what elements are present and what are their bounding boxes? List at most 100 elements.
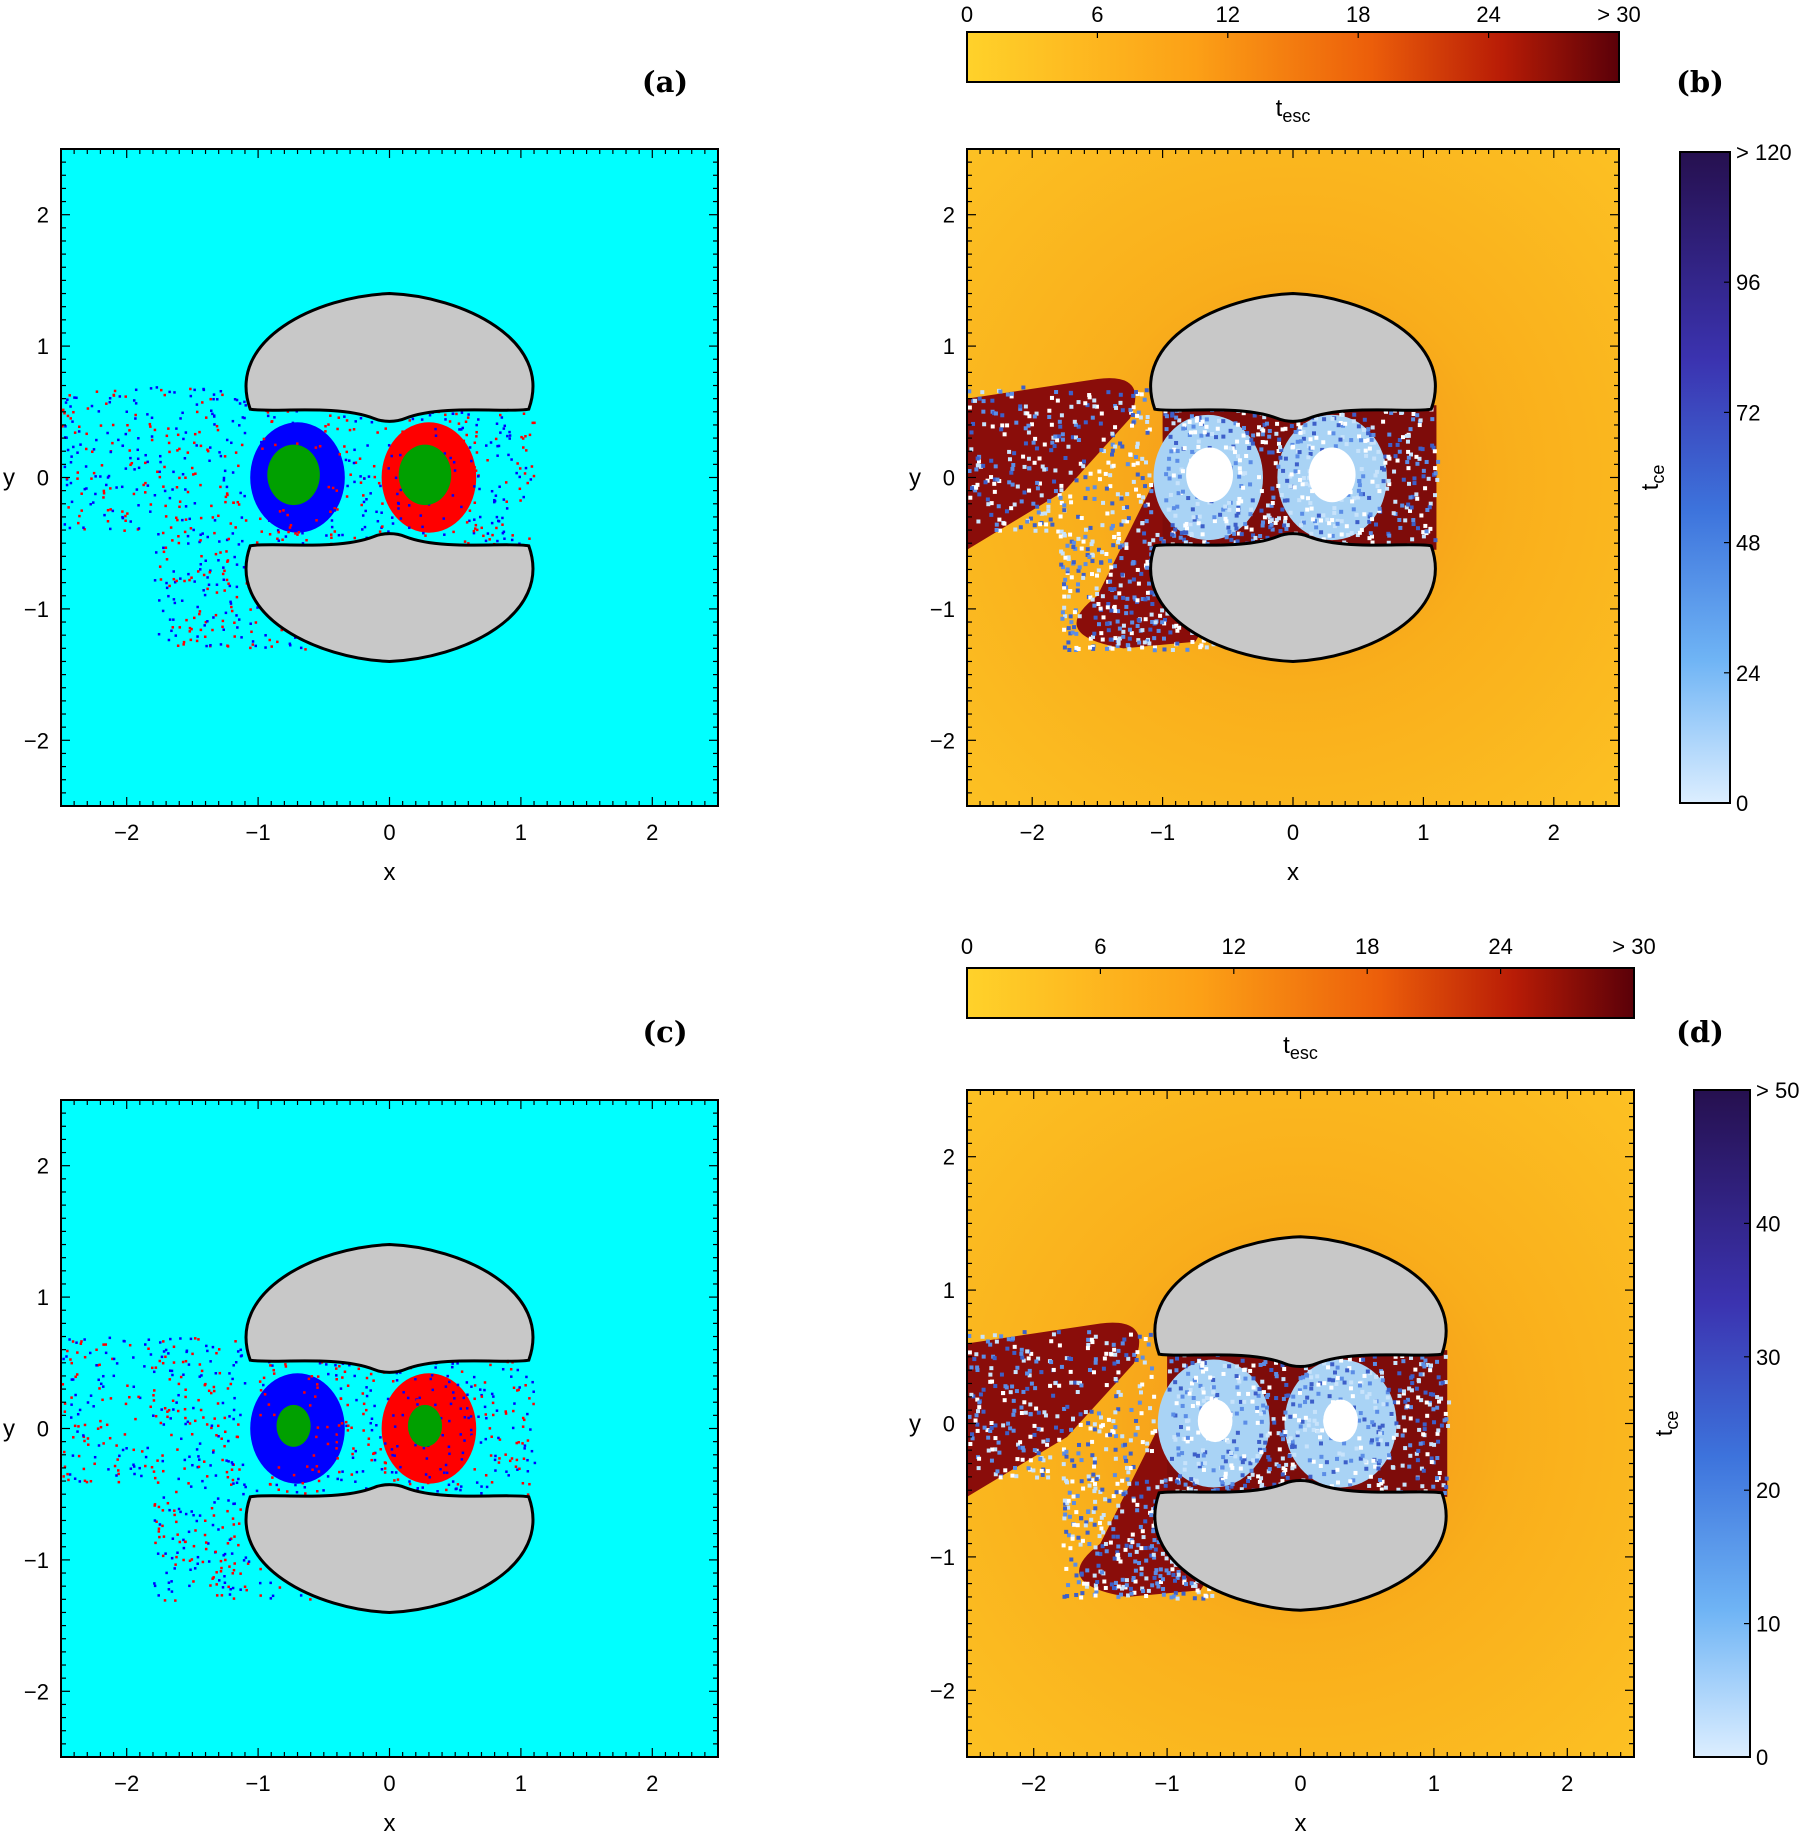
x-tick-label: −1 [1150, 820, 1175, 845]
panel-c: −2 −1 0 1 2 −2 −1 0 1 2 x y (c) [3, 1015, 719, 1833]
chaotic-tongue-left [967, 378, 1136, 550]
panel-label: (d) [1676, 1015, 1724, 1049]
x-tick-label: −2 [1021, 1771, 1046, 1796]
y-tick-label: 0 [943, 466, 955, 491]
tick-marks [966, 148, 1620, 807]
plot-area [967, 149, 1619, 806]
x-tick-label: 0 [1287, 820, 1299, 845]
y-tick-label: −2 [930, 1678, 955, 1703]
plot-area [61, 149, 718, 806]
x-tick-label: 1 [1417, 820, 1429, 845]
y-axis-label: y [909, 1411, 921, 1438]
colorbar-tesc-label: tesc [1276, 95, 1311, 126]
obstacle-lower [1153, 1479, 1448, 1612]
x-tick-label: −1 [246, 1771, 271, 1796]
colorbar-tce-tick: 0 [1756, 1745, 1768, 1770]
colorbar-tesc-label: tesc [1283, 1032, 1318, 1063]
trapped-island-right [407, 1404, 443, 1447]
x-tick-label: −2 [1020, 820, 1045, 845]
tick-marks [60, 1099, 719, 1758]
y-axis-label: y [3, 465, 15, 492]
colorbar-tce-tick: 20 [1756, 1478, 1780, 1503]
tick-marks [60, 148, 719, 807]
colorbar-tesc-tick: 0 [961, 2, 973, 27]
y-tick-label: 0 [37, 466, 49, 491]
x-tick-label: 0 [383, 1771, 395, 1796]
x-tick-label: 1 [515, 1771, 527, 1796]
colorbar-tce-tick: 40 [1756, 1211, 1780, 1236]
plot-area [967, 1090, 1634, 1757]
colorbar-tce-tick: 72 [1736, 400, 1760, 425]
plot-area [61, 1100, 718, 1757]
colorbar-tesc: 0 6 12 18 24 > 30 tesc [961, 934, 1656, 1063]
colorbar-tesc-tick: > 30 [1612, 934, 1655, 959]
colorbar-tce-tick: 24 [1736, 661, 1760, 686]
colorbar-tesc-bar [966, 31, 1620, 83]
y-axis-label: y [909, 465, 921, 492]
colorbar-tce: 0 10 20 30 40 > 50 tce [1651, 1078, 1799, 1770]
colorbar-tesc-tick: 0 [961, 934, 973, 959]
colorbar-tesc-tick: 18 [1346, 2, 1370, 27]
y-axis-label: y [3, 1416, 15, 1443]
colorbar-tce-label: tce [1637, 465, 1668, 491]
x-axis-label: x [384, 859, 396, 886]
obstacle-upper [244, 292, 535, 423]
y-tick-label: −2 [24, 1679, 49, 1704]
y-tick-label: 2 [37, 203, 49, 228]
colorbar-tesc: 0 6 12 18 24 > 30 tesc [961, 2, 1641, 126]
x-tick-label: −1 [1155, 1771, 1180, 1796]
x-axis-label: x [384, 1810, 396, 1833]
y-tick-label: 1 [37, 334, 49, 359]
x-tick-label: −2 [114, 820, 139, 845]
colorbar-tce-tick: 0 [1736, 791, 1748, 816]
panel-label: (a) [642, 65, 688, 99]
speckle-texture [61, 386, 536, 651]
tick-marks [966, 1089, 1635, 1758]
hole-left [1186, 447, 1234, 503]
colorbar-tce-bar [1693, 1089, 1751, 1758]
trapped-island-left [276, 1404, 311, 1447]
x-tick-label: 2 [1561, 1771, 1573, 1796]
hole-left [1197, 1399, 1233, 1443]
panel-label: (c) [642, 1015, 687, 1049]
obstacle-upper [1153, 1235, 1448, 1368]
y-tick-label: −2 [930, 728, 955, 753]
x-tick-label: 0 [383, 820, 395, 845]
colorbar-tce-tick: 48 [1736, 531, 1760, 556]
obstacle-lower [244, 1483, 535, 1614]
colorbar-tesc-tick: 12 [1216, 2, 1240, 27]
y-tick-label: 1 [37, 1285, 49, 1310]
colorbar-tce: 0 24 48 72 96 > 120 tce [1637, 140, 1792, 816]
x-tick-label: 2 [646, 1771, 658, 1796]
colorbar-tce-tick: 96 [1736, 270, 1760, 295]
hole-right [1323, 1399, 1358, 1443]
x-tick-label: −1 [246, 820, 271, 845]
y-tick-label: 0 [943, 1412, 955, 1437]
speckle-texture [61, 1336, 537, 1602]
colorbar-tesc-tick: 6 [1094, 934, 1106, 959]
y-tick-label: 1 [943, 334, 955, 359]
x-tick-label: 2 [1548, 820, 1560, 845]
y-tick-label: 0 [37, 1417, 49, 1442]
colorbar-tesc-tick: > 30 [1597, 2, 1640, 27]
colorbar-tesc-tick: 6 [1091, 2, 1103, 27]
colorbar-tesc-tick: 24 [1476, 2, 1500, 27]
y-tick-label: 2 [943, 203, 955, 228]
x-tick-label: 2 [646, 820, 658, 845]
x-tick-label: 1 [515, 820, 527, 845]
x-axis-label: x [1295, 1810, 1307, 1833]
panel-a: −2 −1 0 1 2 −2 −1 0 1 2 x y (a) [3, 65, 719, 886]
y-tick-label: −1 [930, 597, 955, 622]
panel-label: (b) [1676, 65, 1724, 99]
x-tick-label: 1 [1428, 1771, 1440, 1796]
x-tick-label: 0 [1294, 1771, 1306, 1796]
colorbar-tesc-tick: 24 [1488, 934, 1512, 959]
obstacle-lower [1149, 532, 1437, 663]
colorbar-tesc-tick: 18 [1355, 934, 1379, 959]
colorbar-tce-label: tce [1651, 1411, 1682, 1437]
colorbar-tce-tick: > 50 [1756, 1078, 1799, 1103]
colorbar-tce-tick: 30 [1756, 1345, 1780, 1370]
hole-right [1308, 447, 1356, 503]
